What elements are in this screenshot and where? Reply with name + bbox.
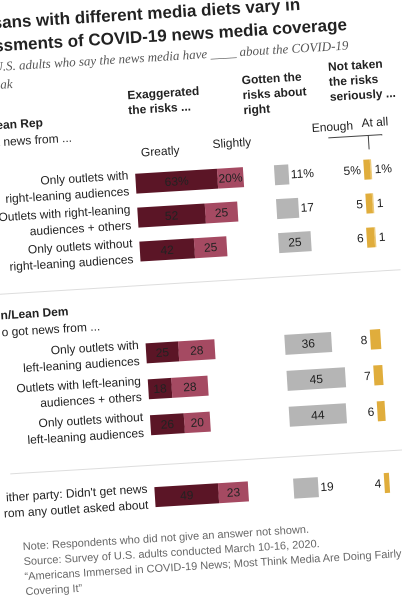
bar (284, 332, 333, 355)
legend-label: Greatly (140, 143, 179, 159)
value-label: 6 (357, 231, 365, 245)
value-label: 25 (214, 205, 229, 220)
bar (135, 168, 219, 194)
bracket (328, 134, 383, 139)
value-label: 8 (360, 333, 368, 347)
bar (139, 238, 196, 262)
bar (365, 193, 374, 214)
bar (171, 375, 209, 398)
bar (278, 231, 312, 254)
value-label: 5% (343, 163, 361, 178)
bar (137, 203, 206, 228)
value-label: 36 (301, 336, 316, 351)
row-label: audiences + others (29, 218, 131, 238)
row-label: Only outlets with (40, 168, 129, 187)
divider (0, 269, 401, 295)
value-label: 25 (204, 240, 219, 255)
group-label: Lean Rep (0, 115, 43, 132)
chart-subtitle: eak (0, 76, 13, 92)
bar (288, 403, 347, 427)
value-label: 11% (290, 166, 314, 181)
bar (149, 413, 185, 436)
group-label: n/Lean Dem (0, 304, 69, 322)
value-label: 18 (153, 381, 168, 396)
bar (204, 201, 239, 224)
value-label: 44 (311, 408, 326, 423)
value-label: 25 (155, 345, 170, 360)
group-sublabel: o got news from ... (1, 319, 100, 339)
value-label: 52 (165, 208, 180, 223)
column-header: risks about (242, 84, 307, 102)
bar (369, 159, 373, 180)
bar (193, 236, 228, 259)
row-label: Only outlets with (50, 338, 139, 357)
value-label: 1 (378, 230, 386, 244)
value-label: 26 (160, 417, 175, 432)
value-label: 7 (364, 369, 372, 383)
value-label: 28 (190, 343, 205, 358)
note: Covering It” (25, 583, 83, 598)
bar (217, 481, 249, 504)
column-header: seriously ... (329, 86, 396, 104)
bar (216, 167, 245, 189)
row-label: Only outlets without (38, 410, 144, 430)
legend-label: At all (361, 114, 388, 130)
value-label: 17 (300, 200, 315, 215)
value-label: 25 (288, 235, 303, 250)
bar (147, 377, 173, 400)
bar (293, 477, 319, 499)
value-label: 49 (180, 488, 195, 503)
bar (376, 400, 386, 422)
legend-label: Slightly (212, 135, 251, 151)
bar (366, 227, 376, 248)
value-label: 45 (309, 372, 324, 387)
column-header: right (243, 102, 270, 118)
bar (373, 364, 384, 386)
bar (383, 472, 391, 494)
bar (273, 164, 290, 186)
value-label: 19 (320, 479, 335, 494)
bar (363, 159, 371, 180)
value-label: 1 (376, 196, 384, 210)
column-header: Exaggerated (127, 84, 200, 102)
divider (10, 448, 402, 475)
value-label: 63% (164, 174, 189, 189)
column-header: Gotten the (241, 70, 302, 88)
value-label: 1% (374, 161, 392, 176)
legend-label: Enough (311, 119, 353, 135)
bar (286, 367, 347, 391)
bar (183, 411, 211, 434)
bar (177, 339, 216, 362)
bracket (367, 135, 370, 150)
value-label: 23 (226, 485, 241, 500)
column-header: Not taken (328, 57, 383, 74)
value-label: 4 (374, 476, 382, 490)
bar (275, 197, 300, 220)
bar (369, 329, 382, 350)
bar (371, 193, 375, 214)
row-label: left-leaning audiences (23, 354, 140, 375)
value-label: 5 (356, 197, 364, 211)
value-label: 20% (218, 170, 243, 185)
group-sublabel: ot news from ... (0, 131, 72, 150)
bar (373, 227, 377, 248)
value-label: 28 (183, 380, 198, 395)
value-label: 6 (367, 405, 375, 419)
bar (154, 483, 220, 508)
value-label: 42 (160, 243, 175, 258)
column-header: the risks (328, 72, 378, 89)
bar (145, 341, 180, 364)
value-label: 20 (190, 415, 205, 430)
row-label: Only outlets without (27, 236, 133, 256)
column-header: the risks ... (128, 99, 191, 117)
row-label: audiences + others (40, 390, 142, 410)
